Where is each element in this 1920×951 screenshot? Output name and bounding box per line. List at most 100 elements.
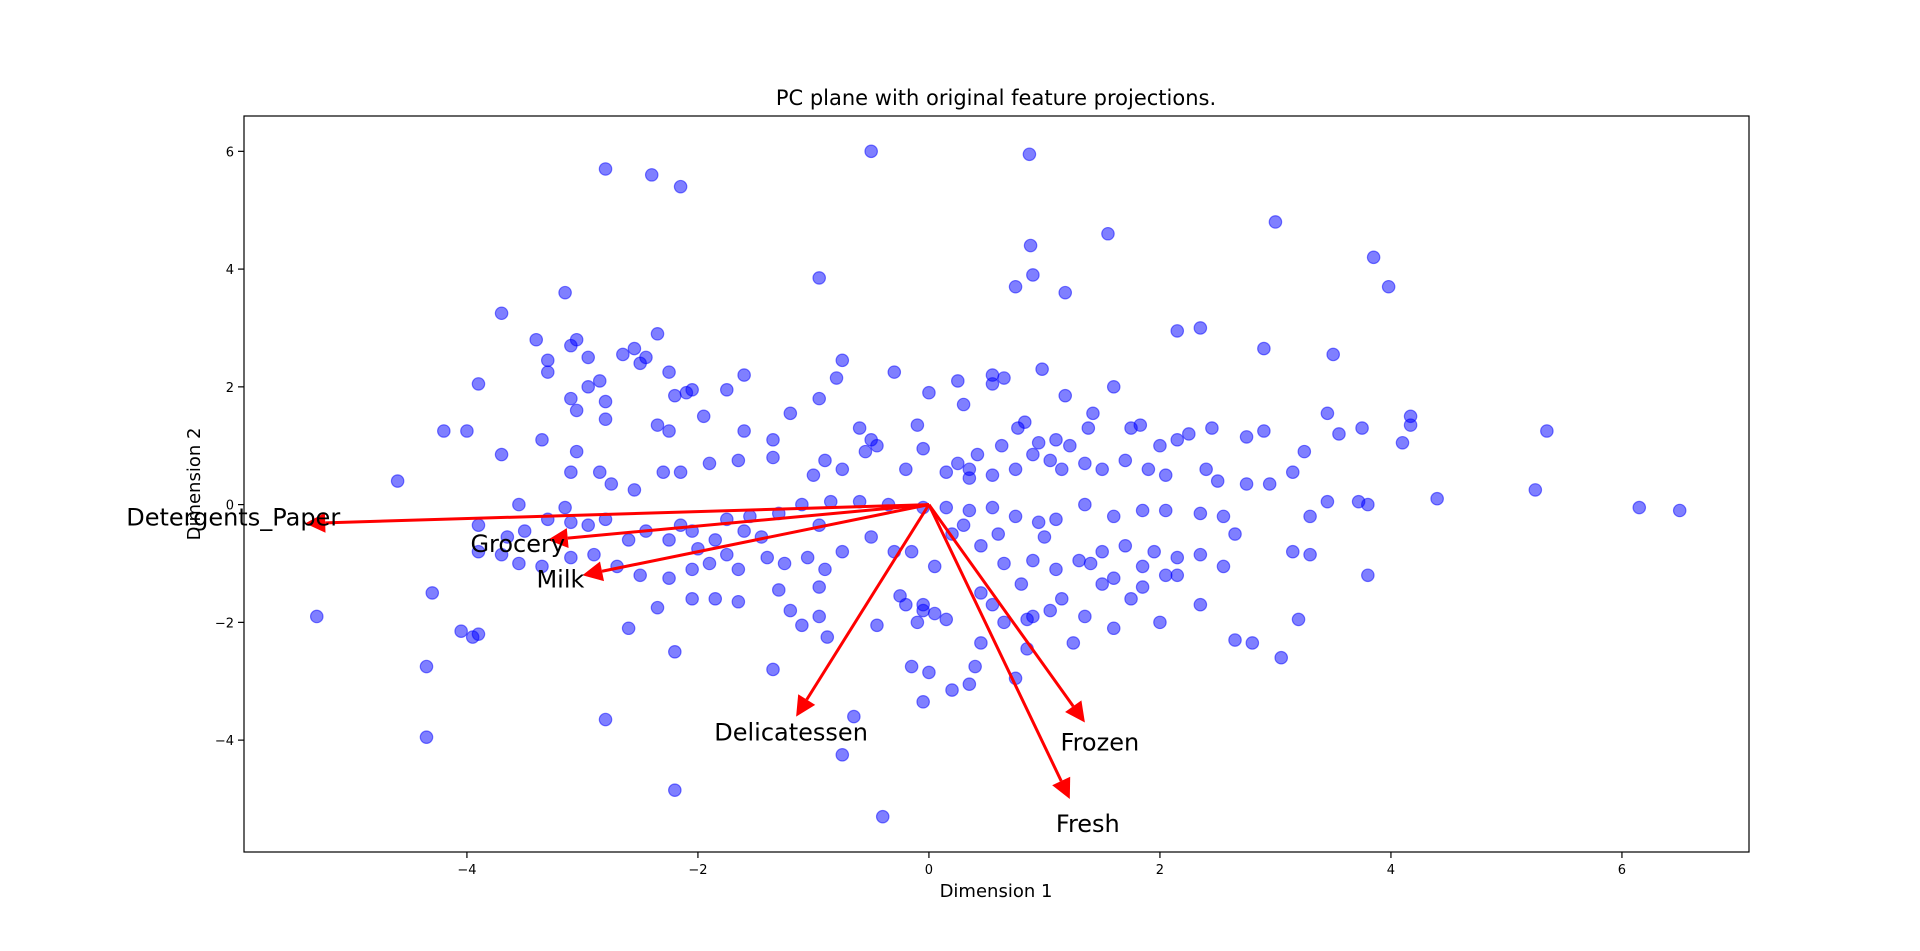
data-point (731, 594, 746, 609)
feature-arrow-head (1052, 776, 1071, 799)
data-point (997, 371, 1011, 385)
data-point (1095, 462, 1109, 477)
y-tick-label: 4 (226, 263, 234, 278)
data-point (847, 709, 861, 724)
feature-arrow-shaft (601, 503, 930, 573)
data-point (812, 580, 827, 594)
data-point (616, 347, 630, 362)
data-point (558, 285, 572, 300)
data-point (994, 438, 1009, 453)
data-point (1216, 559, 1231, 574)
data-point (1106, 621, 1121, 636)
data-point (1320, 406, 1335, 421)
data-point (471, 544, 486, 559)
data-point (598, 712, 613, 727)
data-point (997, 556, 1011, 571)
data-point (771, 583, 786, 597)
data-point (1141, 462, 1156, 477)
data-point (1528, 483, 1543, 497)
data-point (818, 562, 832, 577)
data-point (939, 465, 954, 480)
data-point (581, 350, 595, 365)
data-point (812, 271, 827, 285)
data-point (1031, 515, 1046, 530)
data-point (783, 603, 798, 618)
data-point (899, 462, 913, 477)
data-point (1078, 456, 1092, 471)
data-point (974, 586, 988, 600)
data-point (1106, 509, 1121, 524)
data-point (812, 609, 827, 624)
y-tick-label: −2 (215, 616, 234, 631)
y-tick-label: −4 (215, 734, 234, 749)
data-point (962, 503, 977, 518)
data-point (985, 377, 1000, 391)
data-point (1095, 577, 1109, 591)
data-point (1063, 438, 1077, 453)
data-point (1106, 571, 1121, 586)
data-point (1257, 341, 1271, 356)
data-point (720, 547, 734, 562)
data-point (627, 483, 642, 497)
data-point (425, 586, 440, 600)
data-point (1320, 494, 1335, 509)
data-point (875, 809, 890, 824)
x-tick-label: 0 (925, 863, 933, 878)
data-point (1153, 615, 1167, 630)
data-point (968, 659, 982, 674)
data-point (1239, 477, 1254, 491)
data-point (887, 365, 902, 379)
data-point (1133, 418, 1148, 432)
data-point (1017, 415, 1032, 429)
feature-arrow-shaft (927, 503, 1063, 782)
data-point (1403, 418, 1418, 432)
data-point (656, 465, 671, 480)
data-point (1158, 568, 1173, 583)
feature-arrow-head (547, 528, 569, 548)
data-point (512, 556, 526, 571)
data-point (835, 544, 850, 559)
data-point (737, 368, 751, 382)
data-point (922, 665, 936, 680)
data-point (598, 412, 613, 427)
data-point (1037, 530, 1052, 544)
data-point (540, 353, 555, 368)
data-point (1083, 556, 1098, 571)
data-point (1285, 544, 1300, 559)
data-point (1043, 453, 1058, 468)
data-point (702, 556, 717, 571)
data-point (1326, 347, 1340, 362)
data-point (1095, 544, 1109, 559)
data-point (598, 394, 613, 409)
data-point (835, 748, 850, 762)
data-point (835, 353, 850, 368)
data-point (916, 597, 930, 612)
data-point (1395, 435, 1410, 450)
data-point (818, 453, 832, 468)
data-point (1366, 250, 1381, 265)
data-point (864, 144, 878, 159)
data-point (1228, 633, 1242, 647)
data-point (668, 783, 682, 797)
data-point (1026, 268, 1040, 282)
data-point (702, 456, 717, 471)
data-point (662, 424, 676, 438)
data-point (668, 388, 682, 403)
data-point (1193, 506, 1208, 521)
data-point (1022, 147, 1037, 162)
data-point (1257, 424, 1271, 438)
data-point (517, 524, 532, 538)
data-point (460, 424, 474, 438)
y-axis-label: Dimension 2 (184, 428, 205, 541)
data-point (1193, 547, 1208, 562)
data-point (673, 179, 688, 194)
data-point (1078, 497, 1092, 512)
data-point (633, 356, 647, 371)
data-point (598, 162, 613, 176)
data-point (662, 571, 676, 586)
data-point (471, 377, 486, 391)
data-point (1361, 568, 1375, 583)
data-point (1274, 650, 1289, 665)
data-point (662, 365, 676, 379)
data-point (512, 497, 526, 512)
